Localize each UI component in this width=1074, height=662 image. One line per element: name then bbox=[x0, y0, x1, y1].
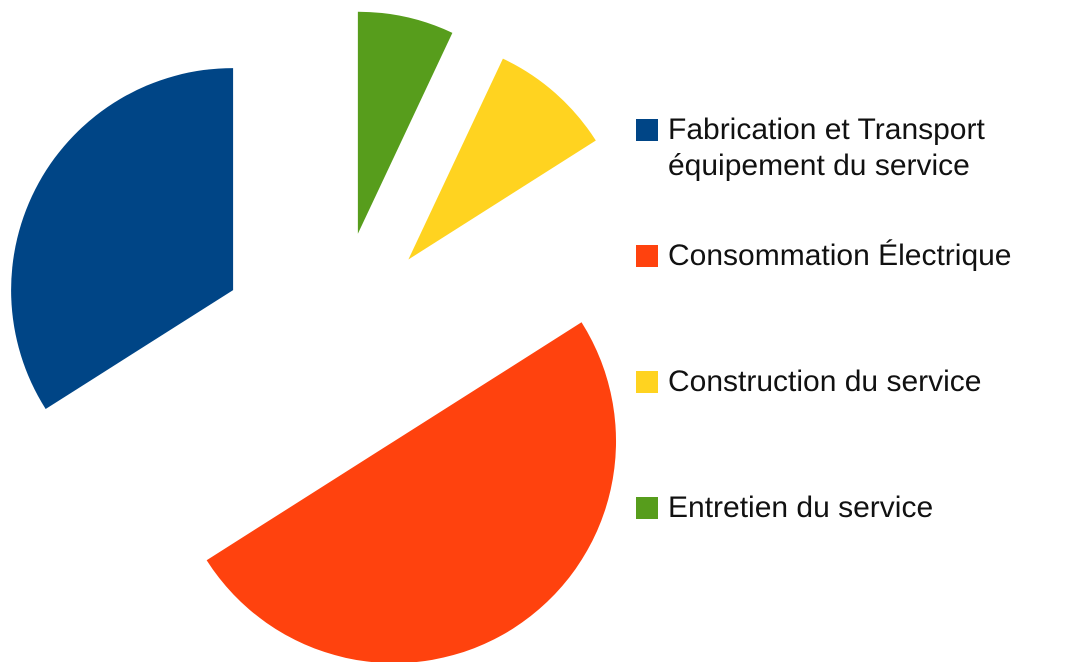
legend-swatch bbox=[636, 119, 658, 141]
legend-item: Fabrication et Transport équipement du s… bbox=[636, 112, 1068, 238]
legend-label: Entretien du service bbox=[668, 491, 934, 524]
legend: Fabrication et Transport équipement du s… bbox=[636, 112, 1068, 616]
legend-item: Construction du service bbox=[636, 364, 1068, 490]
legend-swatch bbox=[636, 497, 658, 519]
legend-item: Entretien du service bbox=[636, 490, 1068, 616]
legend-item: Consommation Électrique bbox=[636, 238, 1068, 364]
pie-slice bbox=[408, 58, 596, 260]
pie-slice bbox=[206, 322, 617, 662]
legend-label: Construction du service bbox=[668, 365, 982, 398]
pie-slice bbox=[11, 68, 234, 410]
pie-slice bbox=[357, 11, 453, 234]
legend-label: Fabrication et Transport équipement du s… bbox=[668, 113, 985, 182]
legend-swatch bbox=[636, 371, 658, 393]
legend-label: Consommation Électrique bbox=[668, 239, 1012, 272]
legend-swatch bbox=[636, 245, 658, 267]
